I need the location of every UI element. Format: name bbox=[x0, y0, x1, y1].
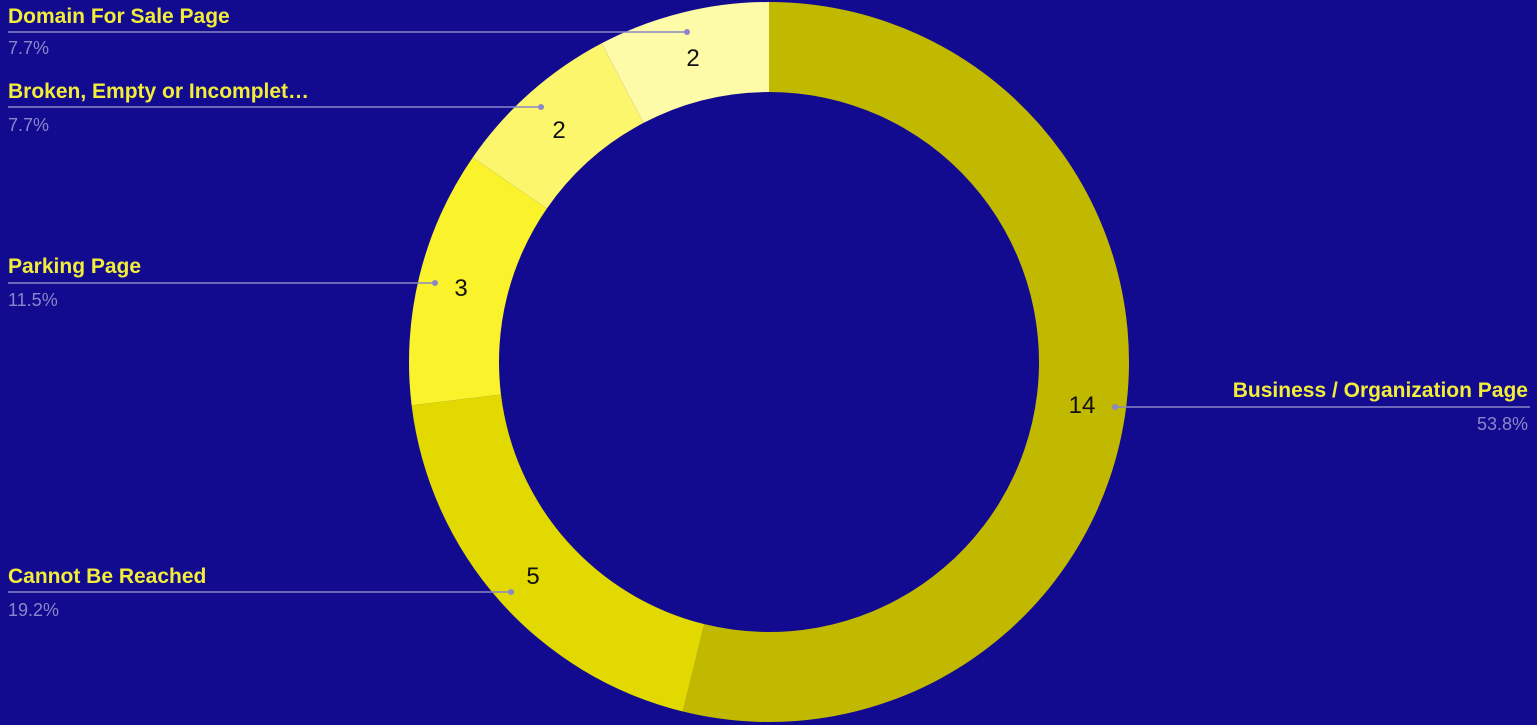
leader-dot-business-organization-page bbox=[1112, 404, 1118, 410]
percent-label-domain-for-sale-page: 7.7% bbox=[8, 38, 49, 58]
category-label-domain-for-sale-page: Domain For Sale Page bbox=[8, 5, 230, 28]
value-label-business-organization-page: 14 bbox=[1069, 392, 1096, 419]
value-label-parking-page: 3 bbox=[454, 275, 467, 302]
slice-parking-page bbox=[409, 157, 547, 406]
percent-label-parking-page: 11.5% bbox=[8, 290, 58, 310]
value-label-cannot-be-reached: 5 bbox=[526, 563, 539, 590]
percent-label-broken-empty-or-incomplet: 7.7% bbox=[8, 115, 49, 135]
category-label-parking-page: Parking Page bbox=[8, 255, 141, 278]
slice-broken-empty-or-incomplet bbox=[472, 43, 644, 209]
percent-label-cannot-be-reached: 19.2% bbox=[8, 600, 59, 620]
slice-labels: Business / Organization Page 53.8% 14 Canno… bbox=[8, 5, 1528, 620]
leader-lines bbox=[8, 29, 1530, 595]
value-label-broken-empty-or-incomplet: 2 bbox=[552, 117, 565, 144]
leader-dot-parking-page bbox=[432, 280, 438, 286]
slice-business-organization-page bbox=[682, 2, 1129, 722]
percent-label-business-organization-page: 53.8% bbox=[1477, 414, 1528, 434]
category-label-cannot-be-reached: Cannot Be Reached bbox=[8, 565, 206, 588]
leader-dot-domain-for-sale-page bbox=[684, 29, 690, 35]
leader-dot-cannot-be-reached bbox=[508, 589, 514, 595]
category-label-business-organization-page: Business / Organization Page bbox=[1233, 379, 1528, 402]
value-label-domain-for-sale-page: 2 bbox=[686, 45, 699, 72]
category-label-broken-empty-or-incomplet: Broken, Empty or Incomplet… bbox=[8, 80, 309, 103]
slice-cannot-be-reached bbox=[411, 394, 705, 712]
leader-dot-broken-empty-or-incomplet bbox=[538, 104, 544, 110]
